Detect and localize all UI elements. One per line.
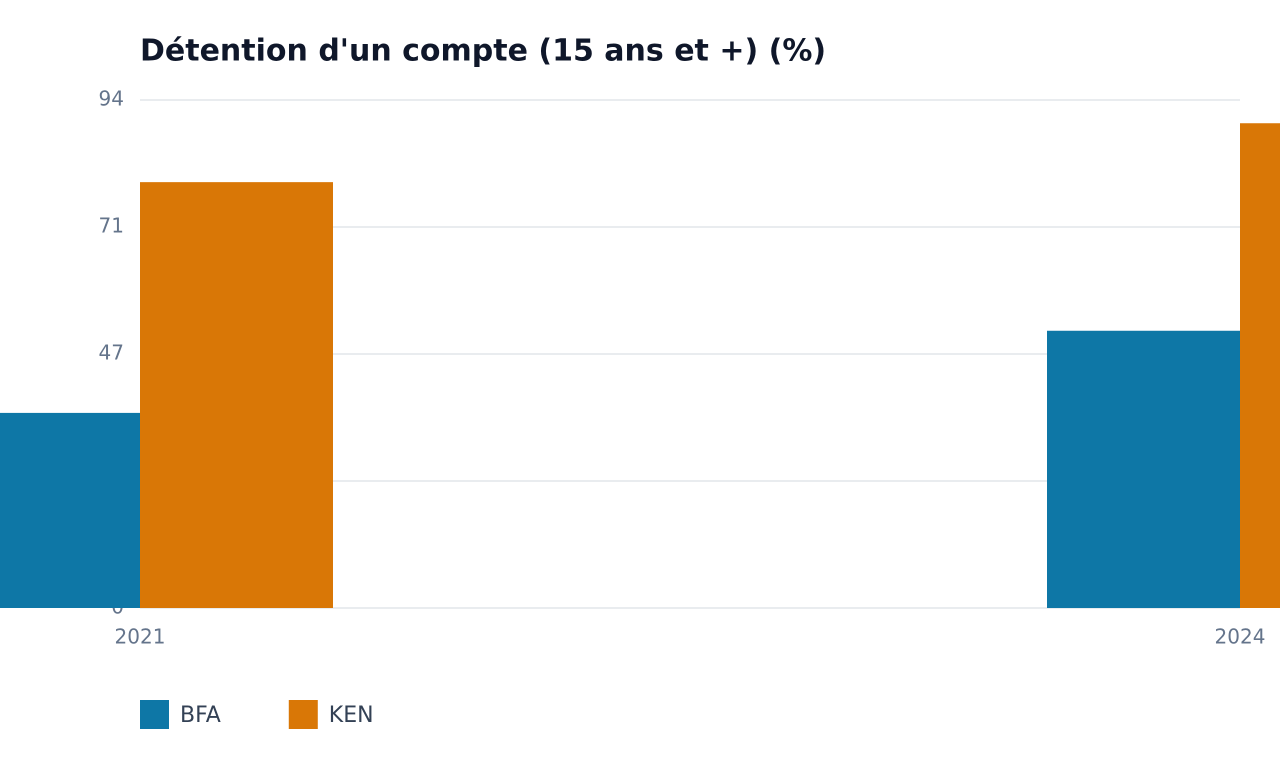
bar [0,412,140,608]
legend-swatch [140,700,169,729]
legend-label: KEN [329,703,374,728]
x-tick-label: 2021 [115,625,166,649]
x-tick-label: 2024 [1215,625,1266,649]
bar [1047,330,1240,608]
bar [1240,123,1280,609]
bar [140,182,333,608]
legend-item: BFA [140,700,221,729]
legend-swatch [288,700,318,729]
y-tick-label: 47 [99,341,124,365]
legend-item: KEN [288,700,374,729]
legend-label: BFA [180,703,221,728]
y-tick-label: 94 [99,87,124,111]
chart-title: Détention d'un compte (15 ans et +) (%) [140,34,826,69]
y-tick-label: 71 [99,214,124,238]
